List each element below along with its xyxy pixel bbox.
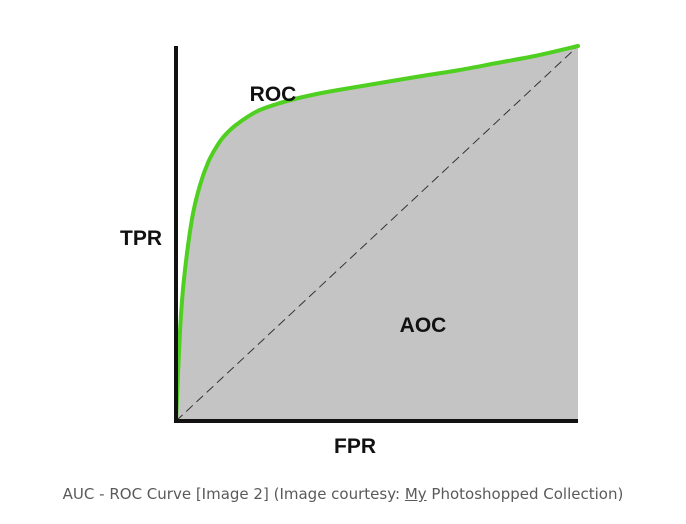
aoc-annotation: AOC	[400, 314, 447, 337]
caption-text-end: Photoshopped Collection)	[426, 485, 624, 503]
caption-text-start: AUC - ROC Curve [Image 2] (Image courtes…	[62, 485, 405, 503]
roc-annotation: ROC	[250, 83, 297, 106]
figure-caption: AUC - ROC Curve [Image 2] (Image courtes…	[0, 485, 686, 503]
roc-chart: TPR FPR ROC AOC	[120, 44, 580, 458]
x-axis-label: FPR	[334, 435, 376, 458]
y-axis-label: TPR	[120, 227, 162, 250]
roc-curve-line	[174, 44, 580, 423]
caption-link[interactable]: My	[404, 485, 427, 503]
chance-diagonal	[175, 45, 579, 422]
